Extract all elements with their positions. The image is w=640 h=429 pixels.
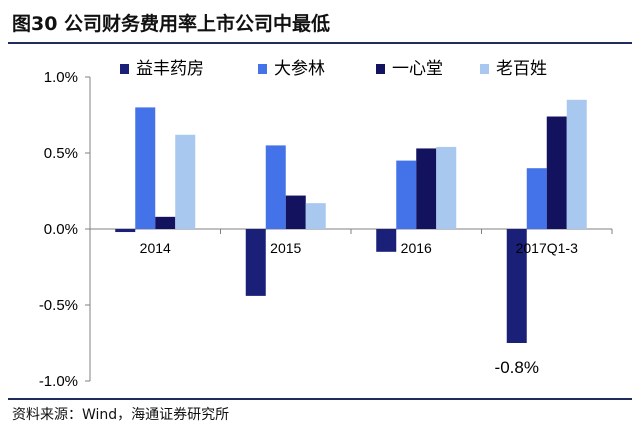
y-tick-label: -0.5%	[39, 297, 78, 314]
header: 图30 公司财务费用率上市公司中最低	[0, 0, 640, 40]
bar	[305, 203, 326, 229]
y-tick-label: 1.0%	[44, 69, 78, 86]
legend-swatch	[120, 64, 129, 74]
bar	[506, 229, 527, 343]
figure-title: 图30 公司财务费用率上市公司中最低	[12, 13, 331, 35]
bar	[245, 229, 266, 296]
source-note: 资料来源：Wind，海通证券研究所	[12, 407, 230, 423]
bar	[265, 145, 286, 229]
top-rule	[8, 42, 632, 44]
bars-layer	[115, 99, 587, 343]
labels-layer: 2014 2015 2016 2017Q1-3 -0.8%	[140, 240, 578, 377]
bar	[526, 168, 547, 229]
x-tick-label: 2014	[140, 240, 171, 256]
bar	[175, 134, 196, 229]
bar	[285, 195, 306, 229]
bar	[546, 116, 567, 229]
y-tick-label: 0.0%	[44, 221, 78, 238]
bar	[135, 107, 156, 229]
y-tick-label: 0.5%	[44, 145, 78, 162]
legend-swatch	[480, 64, 489, 74]
x-tick-label: 2015	[270, 240, 301, 256]
x-tick-label: 2016	[401, 240, 432, 256]
bar	[115, 229, 136, 233]
legend-swatch	[376, 64, 385, 74]
bar	[376, 229, 397, 252]
bar-chart: 1.0% 0.5% 0.0% -0.5% -1.0% 2014 2015 2016 2017Q…	[39, 59, 613, 390]
bottom-rule	[8, 398, 632, 400]
bar	[436, 146, 457, 229]
legend-swatch	[258, 64, 267, 74]
legend-label: 老百姓	[496, 59, 547, 79]
bar	[155, 216, 176, 229]
legend-label: 一心堂	[392, 59, 443, 79]
bar	[396, 160, 417, 229]
legend-label: 益丰药房	[136, 59, 204, 79]
legend-label: 大参林	[274, 59, 325, 79]
legend: 益丰药房 大参林 一心堂 老百姓	[120, 59, 547, 79]
bar	[566, 99, 587, 229]
y-tick-label: -1.0%	[39, 373, 78, 390]
x-tick-label: 2017Q1-3	[516, 240, 578, 256]
bar	[416, 148, 437, 229]
data-label: -0.8%	[495, 358, 539, 377]
